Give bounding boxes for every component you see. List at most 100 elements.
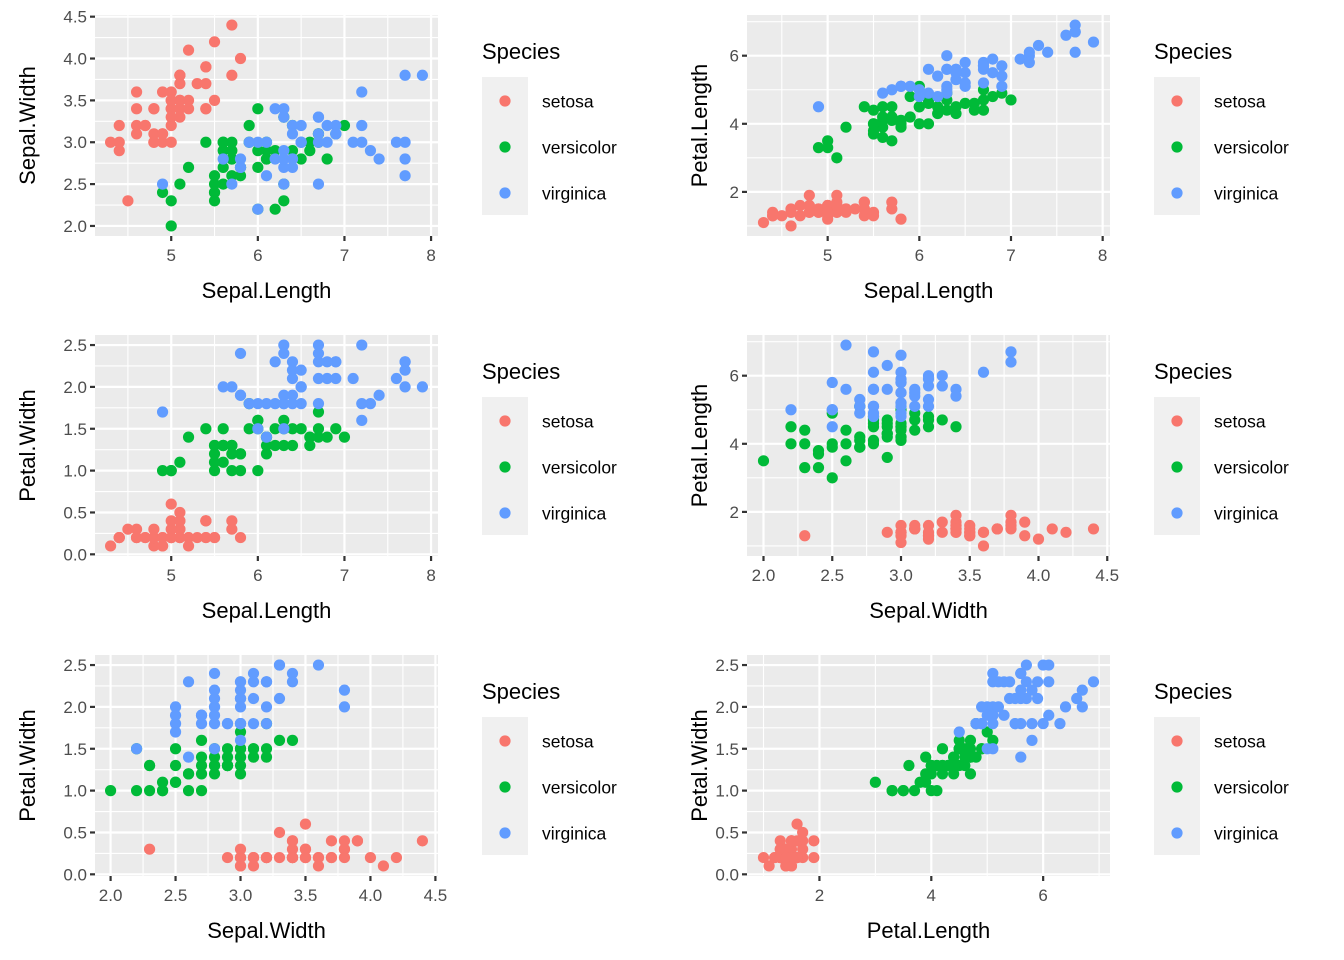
y-tick-label: 1.0 bbox=[715, 782, 739, 801]
data-point-virginica bbox=[247, 692, 260, 705]
data-point-setosa bbox=[964, 530, 976, 542]
data-point-setosa bbox=[113, 136, 125, 148]
data-point-virginica bbox=[840, 383, 852, 395]
data-point-setosa bbox=[148, 103, 160, 115]
data-points bbox=[757, 659, 1100, 872]
data-point-versicolor bbox=[903, 759, 915, 772]
data-point-virginica bbox=[932, 90, 944, 103]
y-axis-title: Petal.Width bbox=[687, 709, 712, 822]
data-point-virginica bbox=[356, 136, 368, 148]
data-point-versicolor bbox=[909, 424, 921, 436]
y-tick-label: 0.5 bbox=[63, 503, 87, 522]
data-point-versicolor bbox=[826, 472, 838, 484]
data-point-setosa bbox=[1046, 523, 1058, 535]
data-point-virginica bbox=[399, 364, 411, 376]
data-point-virginica bbox=[286, 372, 299, 385]
data-point-setosa bbox=[964, 519, 976, 532]
data-point-setosa bbox=[200, 61, 212, 73]
data-point-versicolor bbox=[260, 743, 273, 755]
data-point-virginica bbox=[1076, 701, 1088, 713]
data-point-setosa bbox=[234, 52, 247, 65]
data-point-setosa bbox=[122, 523, 134, 535]
y-tick-label: 4 bbox=[730, 435, 739, 454]
data-point-setosa bbox=[174, 94, 186, 106]
data-point-virginica bbox=[364, 145, 377, 157]
data-point-versicolor bbox=[247, 743, 260, 755]
data-point-setosa bbox=[104, 136, 117, 148]
data-point-setosa bbox=[325, 851, 338, 864]
data-point-setosa bbox=[338, 843, 351, 855]
data-point-virginica bbox=[169, 726, 182, 738]
data-point-virginica bbox=[260, 676, 273, 688]
legend-key-setosa bbox=[499, 735, 511, 747]
data-point-setosa bbox=[174, 506, 186, 519]
data-point-versicolor bbox=[840, 455, 852, 467]
data-point-virginica bbox=[295, 398, 307, 410]
legend-key-virginica bbox=[1171, 507, 1183, 519]
data-point-versicolor bbox=[200, 136, 212, 148]
data-point-virginica bbox=[895, 349, 907, 361]
data-point-setosa bbox=[165, 103, 177, 115]
data-point-virginica bbox=[356, 339, 368, 351]
data-point-versicolor bbox=[217, 178, 229, 190]
data-point-virginica bbox=[278, 103, 290, 115]
data-point-virginica bbox=[312, 398, 325, 410]
data-point-setosa bbox=[808, 835, 820, 847]
data-point-versicolor bbox=[799, 424, 811, 436]
data-point-virginica bbox=[909, 383, 921, 395]
data-point-versicolor bbox=[338, 431, 351, 443]
x-tick-label: 2.0 bbox=[752, 566, 776, 585]
data-point-versicolor bbox=[881, 427, 893, 440]
data-point-setosa bbox=[849, 203, 861, 215]
data-point-versicolor bbox=[904, 111, 916, 123]
y-tick-label: 2 bbox=[730, 183, 739, 202]
data-point-virginica bbox=[278, 178, 290, 190]
data-point-virginica bbox=[867, 410, 880, 423]
data-point-setosa bbox=[797, 843, 809, 855]
data-point-setosa bbox=[174, 111, 186, 123]
data-point-setosa bbox=[950, 509, 962, 521]
legend-key-virginica bbox=[1171, 827, 1183, 839]
data-point-setosa bbox=[799, 530, 811, 542]
data-point-versicolor bbox=[234, 743, 247, 755]
legend-key-setosa bbox=[1171, 735, 1183, 747]
data-point-versicolor bbox=[964, 734, 977, 746]
data-point-setosa bbox=[226, 523, 238, 535]
data-point-versicolor bbox=[822, 142, 834, 154]
legend-label-virginica: virginica bbox=[1214, 184, 1278, 204]
data-point-versicolor bbox=[950, 421, 962, 433]
data-point-virginica bbox=[278, 389, 290, 401]
y-tick-label: 2.0 bbox=[715, 698, 739, 717]
data-point-virginica bbox=[399, 381, 411, 393]
data-point-versicolor bbox=[195, 759, 208, 772]
data-point-virginica bbox=[390, 372, 403, 385]
data-point-versicolor bbox=[981, 726, 993, 738]
data-point-versicolor bbox=[234, 768, 247, 780]
data-point-virginica bbox=[1087, 676, 1100, 688]
data-point-setosa bbox=[182, 94, 195, 106]
data-point-setosa bbox=[200, 78, 212, 90]
data-point-virginica bbox=[234, 692, 247, 705]
legend-key-setosa bbox=[499, 415, 511, 427]
data-point-virginica bbox=[812, 101, 825, 113]
data-point-versicolor bbox=[252, 465, 264, 477]
legend-label-versicolor: versicolor bbox=[542, 138, 617, 158]
data-point-versicolor bbox=[904, 90, 916, 103]
data-point-versicolor bbox=[217, 161, 229, 173]
data-point-setosa bbox=[130, 86, 143, 98]
y-axis-title: Sepal.Width bbox=[15, 66, 40, 185]
data-point-setosa bbox=[1060, 526, 1072, 538]
data-point-versicolor bbox=[208, 456, 221, 468]
data-point-setosa bbox=[794, 210, 806, 222]
data-point-setosa bbox=[165, 86, 177, 98]
data-point-virginica bbox=[1015, 684, 1027, 696]
data-point-virginica bbox=[1076, 684, 1088, 696]
x-tick-label: 3.5 bbox=[958, 566, 982, 585]
y-tick-label: 2.5 bbox=[715, 656, 739, 675]
data-point-versicolor bbox=[931, 759, 943, 772]
data-point-virginica bbox=[273, 659, 286, 671]
data-point-virginica bbox=[826, 404, 838, 416]
data-point-versicolor bbox=[897, 785, 909, 797]
y-axis-title: Petal.Width bbox=[15, 389, 40, 502]
data-point-virginica bbox=[312, 659, 325, 671]
